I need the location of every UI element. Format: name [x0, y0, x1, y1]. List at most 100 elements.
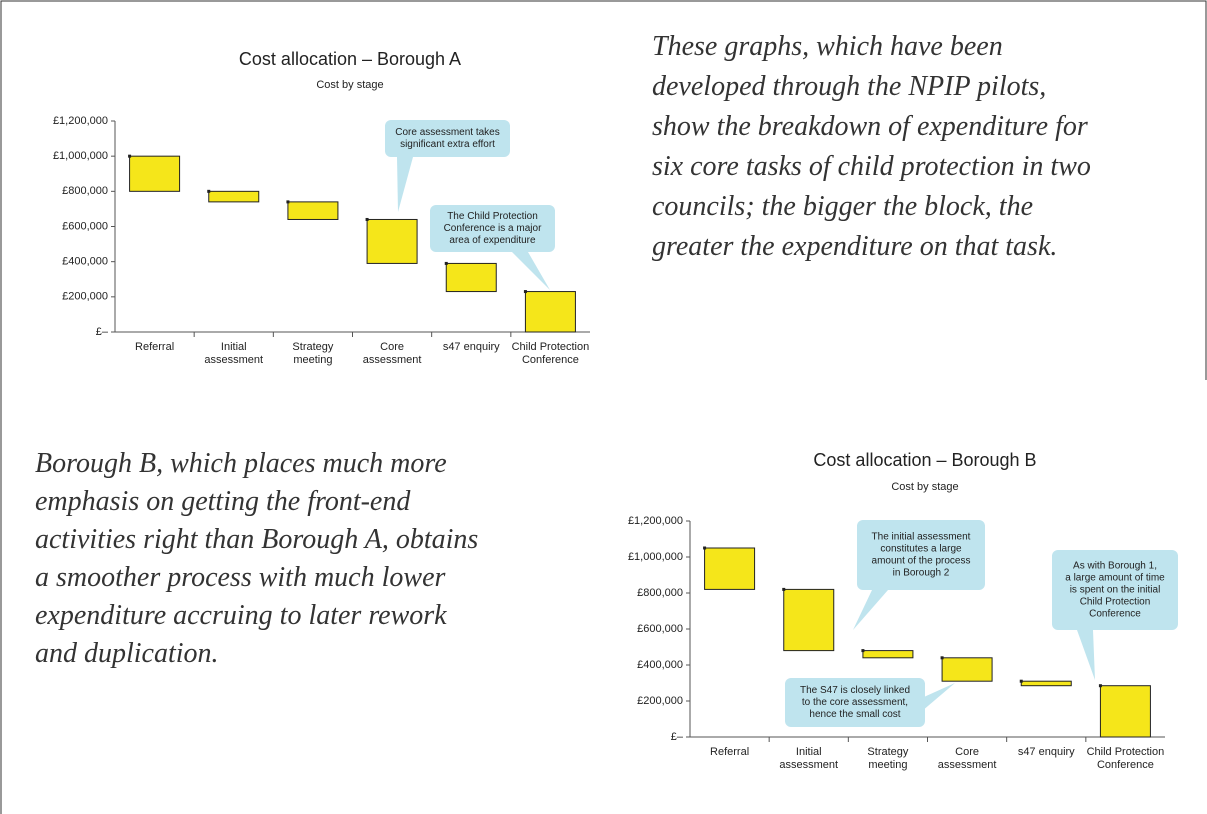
waterfall-block — [129, 155, 181, 192]
block-marker — [128, 154, 132, 158]
callout-pointer — [512, 252, 550, 290]
x-tick-label: Referral — [135, 341, 174, 353]
y-tick-label: £200,000 — [62, 291, 108, 303]
callout-box — [785, 678, 925, 727]
y-tick-label: £200,000 — [637, 695, 683, 707]
paragraph-line: show the breakdown of expenditure for — [652, 111, 1088, 142]
waterfall-block — [783, 588, 835, 652]
x-tick-label: assessment — [363, 354, 422, 366]
callout-text: The initial assessment — [872, 532, 971, 543]
x-tick-label: Core — [955, 746, 979, 758]
x-tick-label: Strategy — [867, 746, 908, 758]
callout-text: amount of the process — [872, 556, 971, 567]
x-tick-label: s47 enquiry — [443, 341, 500, 353]
callout-text: in Borough 2 — [893, 568, 950, 579]
y-tick-label: £400,000 — [637, 659, 683, 671]
block-marker — [782, 587, 786, 591]
x-tick-label: Conference — [522, 354, 579, 366]
callout-text: hence the small cost — [809, 709, 900, 720]
block-marker — [703, 546, 707, 550]
callout-text: The Child Protection — [447, 211, 538, 222]
chart-title: Cost allocation – Borough B — [813, 450, 1036, 470]
paragraph-line: six core tasks of child protection in tw… — [652, 151, 1091, 182]
y-tick-label: £– — [96, 326, 109, 338]
y-tick-label: £1,000,000 — [53, 150, 108, 162]
x-tick-label: assessment — [204, 354, 263, 366]
paragraph-line: emphasis on getting the front-end — [35, 486, 411, 517]
paragraph-line: and duplication. — [35, 638, 219, 669]
block-marker — [523, 290, 527, 294]
callout-text: is spent on the initial — [1070, 585, 1161, 596]
y-tick-label: £1,200,000 — [53, 115, 108, 127]
callout-text: Child Protection — [1080, 597, 1151, 608]
x-tick-label: Child Protection — [1087, 746, 1165, 758]
chart-subtitle: Cost by stage — [891, 481, 958, 493]
paragraph-line: a smoother process with much lower — [35, 562, 445, 593]
paragraph-line: greater the expenditure on that task. — [652, 231, 1057, 262]
block-marker — [365, 217, 369, 221]
waterfall-block — [862, 650, 914, 659]
waterfall-block — [524, 291, 576, 333]
callout-box — [1052, 550, 1178, 630]
y-tick-label: £600,000 — [637, 623, 683, 635]
y-tick-label: £– — [671, 731, 684, 743]
callout-text: As with Borough 1, — [1073, 561, 1157, 572]
waterfall-block — [1099, 685, 1151, 738]
x-tick-label: Strategy — [292, 341, 333, 353]
callout-text: Core assessment takes — [395, 127, 500, 138]
block-marker — [861, 649, 865, 653]
x-tick-label: meeting — [293, 354, 332, 366]
block-marker — [940, 656, 944, 660]
waterfall-block — [1020, 680, 1072, 687]
block-marker — [286, 200, 290, 204]
x-tick-label: Initial — [221, 341, 247, 353]
callout-text: Conference is a major — [444, 223, 542, 234]
paragraph-line: expenditure accruing to later rework — [35, 600, 447, 631]
paragraph-line: developed through the NPIP pilots, — [652, 71, 1046, 102]
y-tick-label: £400,000 — [62, 256, 108, 268]
y-tick-label: £800,000 — [637, 587, 683, 599]
chart-subtitle: Cost by stage — [316, 79, 383, 91]
callout-text: The S47 is closely linked — [800, 685, 910, 696]
x-tick-label: Referral — [710, 746, 749, 758]
callout-text: area of expenditure — [449, 235, 536, 246]
callout-box — [430, 205, 555, 252]
x-tick-label: meeting — [868, 759, 907, 771]
paragraph-line: activities right than Borough A, obtains — [35, 524, 478, 555]
callout-pointer — [1077, 630, 1095, 680]
x-tick-label: Initial — [796, 746, 822, 758]
waterfall-block — [366, 218, 418, 264]
callout-text: Conference — [1089, 609, 1141, 620]
block-marker — [1019, 679, 1023, 683]
x-tick-label: s47 enquiry — [1018, 746, 1075, 758]
callout-pointer — [853, 590, 888, 630]
waterfall-block — [941, 657, 993, 682]
callout-text: significant extra effort — [400, 139, 495, 150]
y-tick-label: £1,000,000 — [628, 551, 683, 563]
y-tick-label: £1,200,000 — [628, 515, 683, 527]
block-marker — [207, 189, 211, 193]
waterfall-block — [704, 547, 756, 590]
x-tick-label: Core — [380, 341, 404, 353]
block-marker — [1098, 684, 1102, 688]
paragraph-line: These graphs, which have been — [652, 31, 1003, 62]
callout-text: to the core assessment, — [802, 697, 908, 708]
callout-box — [857, 520, 985, 590]
block-marker — [444, 261, 448, 265]
paragraph-line: councils; the bigger the block, the — [652, 191, 1033, 222]
x-tick-label: Conference — [1097, 759, 1154, 771]
callout-text: a large amount of time — [1065, 573, 1165, 584]
waterfall-block — [287, 201, 339, 220]
x-tick-label: Child Protection — [512, 341, 590, 353]
chart-title: Cost allocation – Borough A — [239, 49, 461, 69]
waterfall-block — [445, 262, 497, 293]
callout-box — [385, 120, 510, 157]
x-tick-label: assessment — [779, 759, 838, 771]
x-tick-label: assessment — [938, 759, 997, 771]
callout-pointer — [925, 683, 955, 709]
y-tick-label: £600,000 — [62, 220, 108, 232]
paragraph-line: Borough B, which places much more — [35, 448, 447, 479]
y-tick-label: £800,000 — [62, 185, 108, 197]
